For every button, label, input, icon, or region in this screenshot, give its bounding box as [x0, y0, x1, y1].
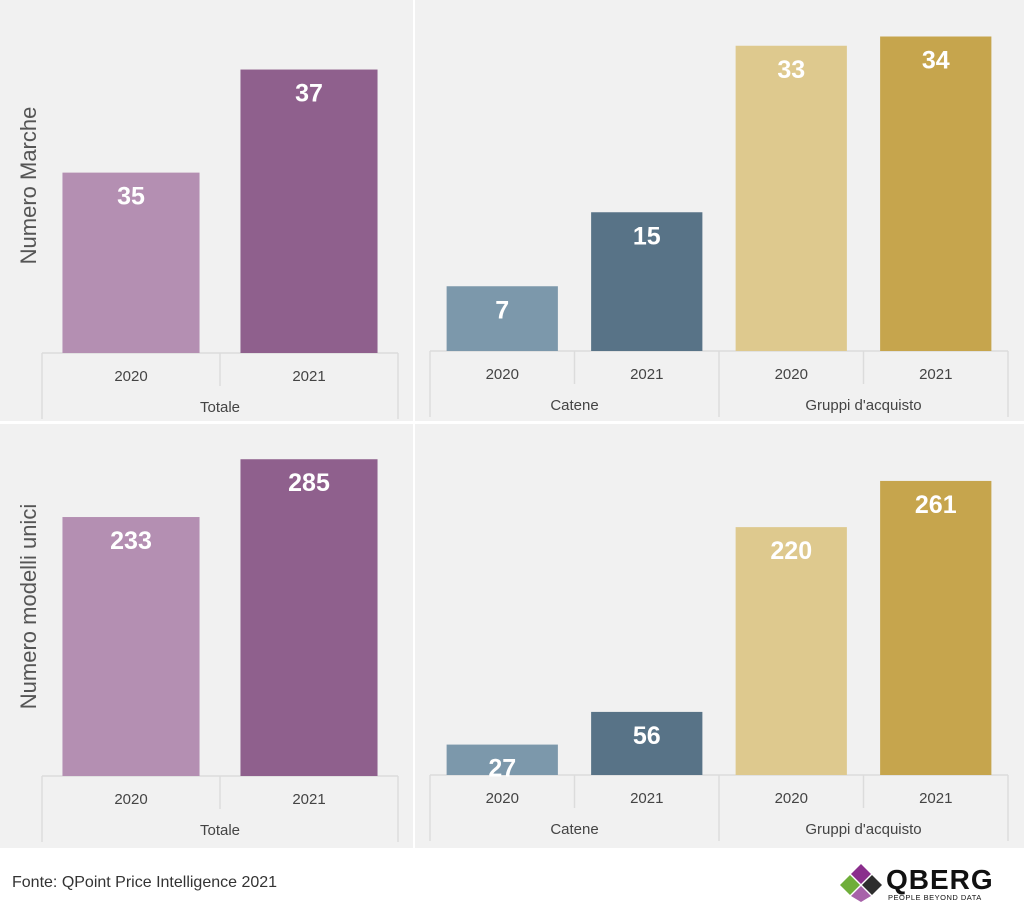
qberg-logo: QBERG PEOPLE BEYOND DATA [840, 862, 993, 902]
x-tick-label: 2020 [486, 366, 519, 383]
x-tick-label: 2020 [114, 791, 147, 808]
source-brand: QPoint [61, 874, 111, 891]
group-label: Catene [550, 821, 598, 838]
bar [880, 36, 992, 351]
bar [735, 527, 847, 775]
x-tick-label: 2020 [114, 368, 147, 385]
x-tick-label: 2021 [919, 366, 952, 383]
data-label: 27 [488, 755, 516, 783]
x-tick-label: 2020 [486, 790, 519, 807]
data-label: 7 [495, 296, 509, 324]
data-label: 37 [295, 80, 323, 108]
x-tick-label: 2021 [630, 366, 663, 383]
y-axis-label: Numero Marche [16, 107, 41, 265]
bar [240, 69, 378, 354]
chart-svg: Numero Marche Totale 2020 35 2021 37 Catene 202… [0, 0, 1024, 848]
x-tick-label: 2021 [630, 790, 663, 807]
bar [735, 45, 847, 351]
data-label: 34 [922, 47, 950, 75]
data-label: 33 [777, 56, 805, 84]
data-label: 285 [288, 469, 330, 497]
bar [880, 480, 992, 775]
x-tick-label: 2021 [919, 790, 952, 807]
group-label: Totale [200, 822, 240, 839]
bar [240, 459, 378, 776]
group-label: Totale [200, 399, 240, 416]
data-label: 56 [633, 722, 661, 750]
bar [446, 744, 558, 775]
group-label: Gruppi d'acquisto [805, 397, 921, 414]
group-label: Gruppi d'acquisto [805, 821, 921, 838]
source-note: Fonte: QPoint Price Intelligence 2021 [12, 874, 277, 892]
bar [446, 286, 558, 351]
source-prefix: Fonte: [12, 874, 62, 891]
data-label: 220 [770, 537, 812, 565]
x-tick-label: 2020 [775, 366, 808, 383]
x-tick-label: 2021 [292, 368, 325, 385]
source-suffix: Price Intelligence 2021 [110, 874, 278, 891]
y-axis-label: Numero modelli unici [16, 504, 41, 709]
x-tick-label: 2021 [292, 791, 325, 808]
logo-name: QBERG [886, 864, 994, 895]
bar [591, 711, 703, 775]
data-label: 261 [915, 491, 957, 519]
bar [591, 212, 703, 351]
bar [62, 517, 200, 776]
data-label: 15 [633, 222, 661, 250]
data-label: 35 [117, 183, 145, 211]
data-label: 233 [110, 527, 152, 555]
bar [62, 172, 200, 353]
qberg-logo-mark-icon [840, 864, 882, 902]
logo-tagline: PEOPLE BEYOND DATA [888, 893, 982, 902]
chart-area: Numero Marche Totale 2020 35 2021 37 Catene 202… [0, 0, 1024, 848]
group-label: Catene [550, 397, 598, 414]
x-tick-label: 2020 [775, 790, 808, 807]
